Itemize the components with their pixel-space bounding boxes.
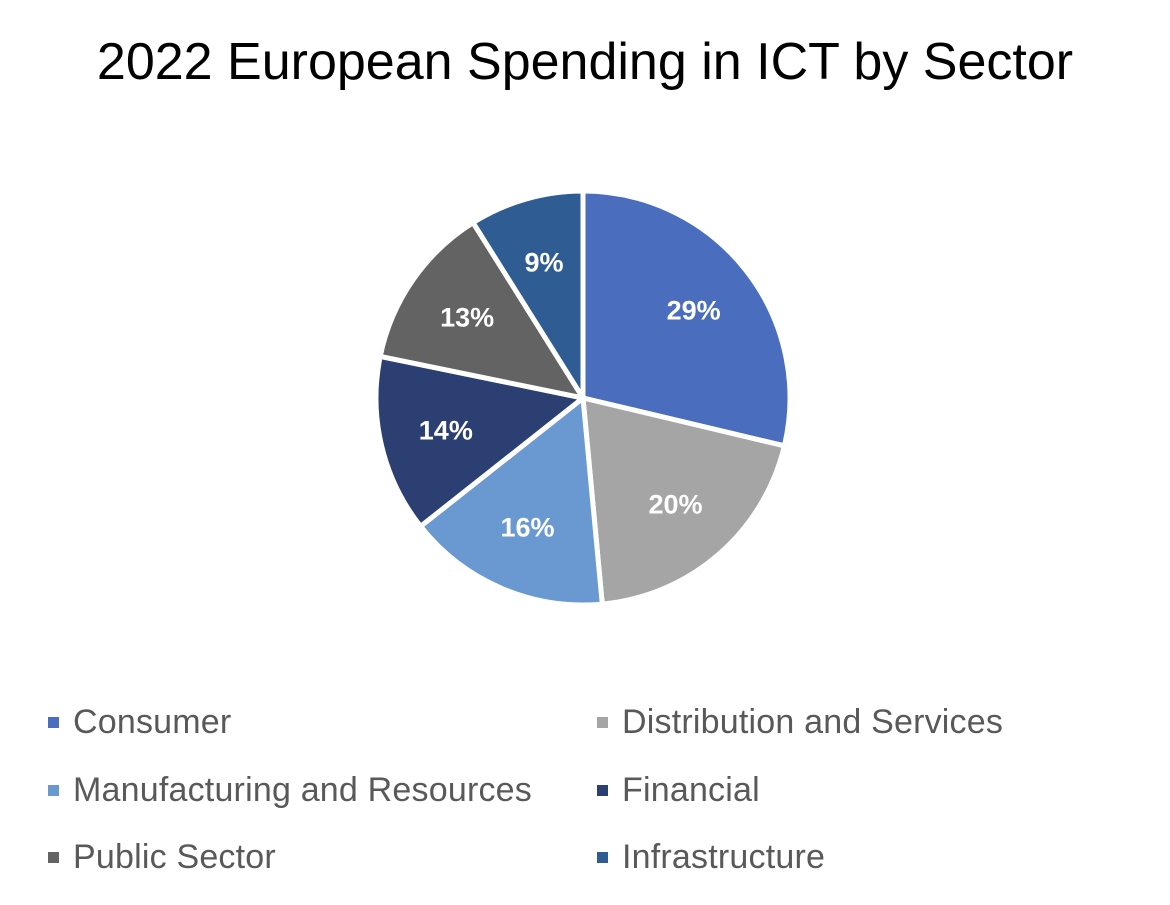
data-label-public-sector: 13% [440, 303, 494, 333]
pie-slice-financial [373, 353, 586, 529]
data-label-infrastructure: 9% [525, 247, 564, 277]
data-label-financial: 14% [419, 416, 473, 446]
pie-slice-distribution-and-services [580, 395, 787, 607]
data-label-consumer: 29% [667, 296, 721, 326]
chart-title: 2022 European Spending in ICT by Sector [96, 33, 1074, 91]
data-label-manufacturing-and-resources: 16% [501, 513, 555, 543]
pie-slice-manufacturing-and-resources [418, 395, 605, 608]
pie-slice-public-sector [377, 220, 586, 401]
pie-slice-consumer [580, 188, 793, 449]
data-label-distribution-and-services: 20% [648, 489, 702, 519]
pie-slice-infrastructure [470, 188, 586, 401]
